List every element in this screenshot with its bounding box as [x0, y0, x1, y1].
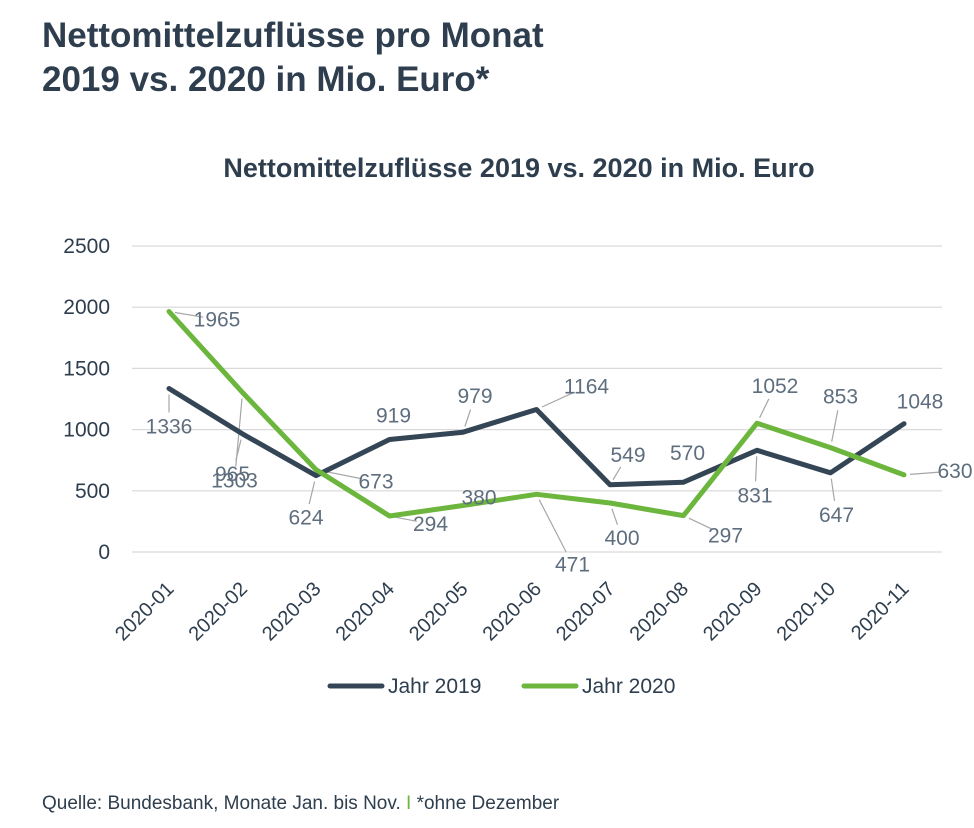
data-label: 630 — [937, 460, 972, 483]
label-leader-line — [830, 478, 836, 501]
x-tick-label: 2020-05 — [405, 578, 472, 645]
page-headline: Nettomittelzuflüsse pro Monat 2019 vs. 2… — [42, 14, 544, 102]
data-label: 647 — [819, 504, 854, 527]
x-tick-label: 2020-11 — [847, 578, 913, 644]
data-label: 400 — [604, 527, 639, 550]
series-line-1 — [166, 386, 907, 488]
label-leader-line — [174, 311, 204, 318]
y-tick-label: 2500 — [63, 235, 110, 258]
x-tick-label: 2020-04 — [332, 578, 399, 645]
data-label: 673 — [358, 471, 393, 494]
label-leader-line — [612, 466, 622, 481]
label-leader-line — [909, 471, 942, 475]
data-label: 919 — [376, 405, 411, 428]
x-tick-label: 2020-06 — [479, 578, 546, 645]
label-leader-line — [759, 398, 770, 419]
data-label: 624 — [288, 507, 323, 530]
gridlines — [132, 245, 942, 553]
data-label: 853 — [823, 386, 858, 409]
label-leader-line — [538, 499, 567, 553]
series-line-2 — [166, 309, 907, 519]
x-tick-label: 2020-10 — [773, 578, 840, 645]
data-label: 1048 — [897, 391, 944, 414]
label-leader-lines — [168, 311, 942, 553]
x-tick-label: 2020-02 — [185, 578, 252, 645]
data-label: 380 — [461, 487, 496, 510]
label-leader-line — [395, 516, 417, 522]
data-label: 1052 — [752, 375, 799, 398]
data-label: 471 — [555, 553, 590, 576]
source-separator: I — [406, 793, 412, 814]
y-tick-label: 2000 — [63, 296, 110, 319]
y-tick-label: 1500 — [63, 357, 110, 380]
data-labels: 1336 965 624 919 979 1164 549 570 831 647 1048 1965… — [146, 309, 973, 577]
chart-title: Nettomittelzuflüsse 2019 vs. 2020 in Mio… — [223, 153, 814, 183]
series-lines — [166, 309, 907, 519]
y-tick-label: 500 — [75, 480, 110, 503]
y-tick-label: 0 — [98, 541, 110, 564]
label-leader-line — [611, 508, 619, 525]
label-leader-line — [755, 456, 758, 482]
line-chart: Nettomittelzuflüsse 2019 vs. 2020 in Mio… — [63, 153, 973, 698]
data-label: 549 — [610, 444, 645, 467]
label-leader-line — [688, 517, 714, 531]
label-leader-line — [831, 410, 839, 442]
data-label: 965 — [215, 463, 250, 486]
data-label: 570 — [670, 442, 705, 465]
data-label: 294 — [413, 513, 448, 536]
data-label: 979 — [457, 385, 492, 408]
x-tick-label: 2020-07 — [552, 578, 619, 645]
source-note: Quelle: Bundesbank, Monate Jan. bis Nov.… — [42, 793, 559, 815]
x-tick-label: 2020-03 — [258, 578, 325, 645]
data-label: 1303 — [211, 470, 258, 493]
data-label: 1336 — [146, 416, 193, 439]
x-axis-ticks: 2020-01 2020-02 2020-03 2020-04 2020-05 2020-… — [111, 578, 913, 645]
source-footnote: *ohne Dezember — [416, 793, 560, 814]
legend-label-1: Jahr 2019 — [388, 675, 481, 698]
label-leader-line — [464, 409, 472, 427]
x-tick-label: 2020-08 — [626, 578, 693, 645]
source-text: Quelle: Bundesbank, Monate Jan. bis Nov. — [42, 793, 401, 814]
y-axis-ticks: 0 500 1000 1500 2000 2500 — [63, 235, 110, 564]
legend-label-2: Jahr 2020 — [582, 675, 675, 698]
headline-line-2: 2019 vs. 2020 in Mio. Euro* — [42, 60, 490, 99]
data-label: 831 — [737, 484, 772, 507]
x-tick-label: 2020-01 — [111, 578, 178, 645]
x-tick-label: 2020-09 — [699, 578, 766, 645]
legend: Jahr 2019 Jahr 2020 — [327, 675, 675, 698]
data-label: 1164 — [564, 376, 609, 399]
data-label: 1965 — [194, 309, 241, 332]
data-label: 297 — [708, 525, 743, 548]
label-leader-line — [308, 481, 316, 505]
label-leader-line — [541, 391, 575, 408]
headline-line-1: Nettomittelzuflüsse pro Monat — [42, 16, 544, 55]
y-tick-label: 1000 — [63, 419, 110, 442]
